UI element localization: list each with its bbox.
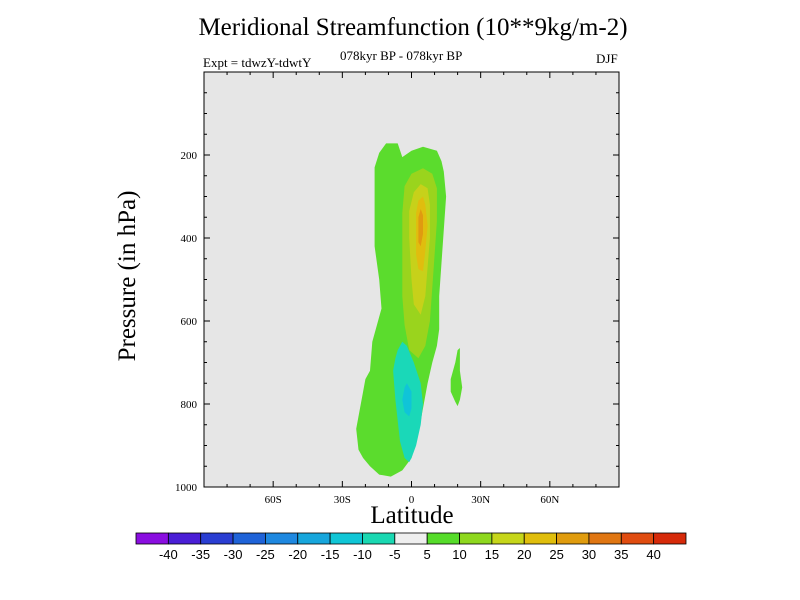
colorbar-swatch: [653, 532, 687, 545]
colorbar-swatch: [232, 532, 266, 545]
x-tick-label: 30N: [471, 494, 490, 506]
colorbar-label: -15: [321, 547, 340, 562]
colorbar-label: 5: [424, 547, 431, 562]
contour-negative-15-10: [402, 383, 412, 417]
season-label: DJF: [596, 51, 618, 66]
colorbar-label: -25: [256, 547, 275, 562]
x-tick-label: 60S: [265, 494, 282, 506]
contour-positive-5-10-right: [450, 348, 463, 407]
contour-positive-25-30: [418, 209, 423, 247]
y-tick-label: 600: [181, 316, 198, 328]
experiment-label: Expt = tdwzY-tdwtY: [203, 55, 312, 70]
colorbar-swatch: [620, 532, 655, 545]
y-tick-label: 200: [181, 150, 198, 162]
colorbar-swatch: [426, 532, 460, 545]
colorbar-swatch: [297, 532, 331, 545]
colorbar-label: 40: [646, 547, 660, 562]
colorbar-swatch: [329, 532, 363, 545]
colorbar-label: -10: [353, 547, 372, 562]
colorbar-swatch: [200, 532, 234, 545]
y-tick-label: 800: [181, 399, 198, 411]
colorbar-label: 20: [517, 547, 531, 562]
colorbar-label: -20: [288, 547, 307, 562]
x-tick-label: 0: [409, 494, 415, 506]
colorbar-swatch: [523, 532, 557, 545]
colorbar-swatch: [491, 532, 525, 545]
colorbar-label: -5: [389, 547, 401, 562]
colorbar-swatch: [459, 532, 493, 545]
colorbar-label: 35: [614, 547, 628, 562]
colorbar-label: -40: [159, 547, 178, 562]
y-tick-label: 1000: [175, 482, 198, 494]
x-tick-label: 60N: [540, 494, 559, 506]
colorbar-label: -35: [191, 547, 210, 562]
y-tick-label: 400: [181, 233, 198, 245]
chart-title: Meridional Streamfunction (10**9kg/m-2): [198, 14, 628, 41]
colorbar-label: 10: [452, 547, 466, 562]
colorbar-label: 15: [485, 547, 499, 562]
colorbar-swatch: [135, 532, 169, 545]
colorbar-swatch: [556, 532, 590, 545]
chart-subtitle: 078kyr BP - 078kyr BP: [340, 48, 463, 63]
colorbar-swatch: [588, 532, 622, 545]
x-tick-label: 30S: [334, 494, 351, 506]
colorbar-label: 30: [582, 547, 596, 562]
colorbar-swatch: [167, 532, 202, 545]
x-axis-label: Latitude: [370, 502, 454, 529]
colorbar-swatch: [394, 532, 428, 545]
colorbar-label: 25: [549, 547, 563, 562]
colorbar-swatch: [362, 532, 396, 545]
colorbar-swatch: [265, 532, 299, 545]
colorbar-label: -30: [224, 547, 243, 562]
